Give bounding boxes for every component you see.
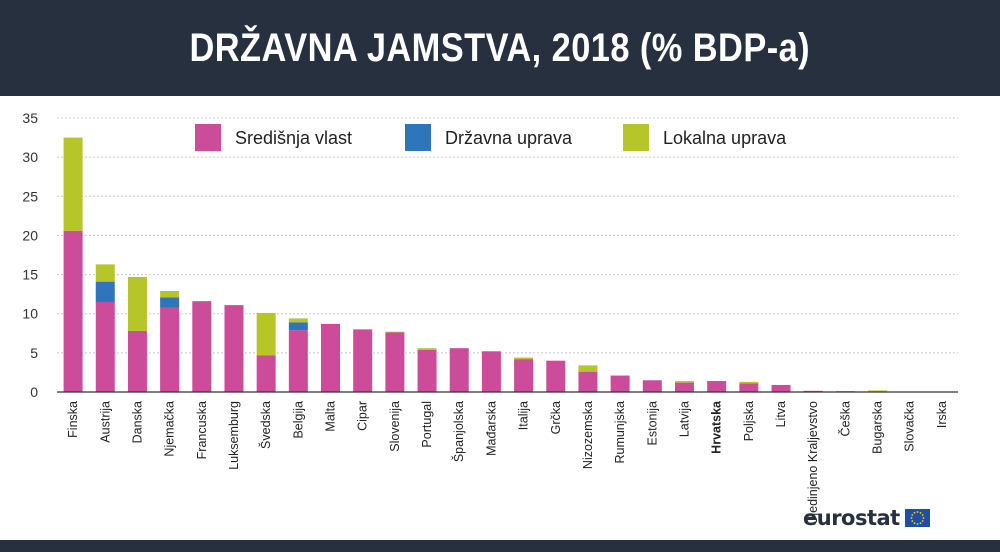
bar-segment [514,359,534,392]
bar-segment [417,348,437,350]
x-tick-label: Nizozemska [581,401,595,469]
x-tick-label: Španjolska [451,401,466,462]
eurostat-logo: eurostat [803,506,930,530]
x-tick-label: Poljska [742,401,756,441]
y-tick-label: 5 [30,345,38,361]
bar-segment [868,390,888,392]
footer-bar [0,540,1000,552]
bar-segment [127,276,147,331]
bar-segment [256,355,276,392]
x-tick-label: Estonija [645,401,659,446]
bar-segment [353,329,373,392]
logo-text: eurostat [803,506,900,530]
x-tick-label: Švedska [258,401,273,449]
bar-segment [160,307,180,392]
bar-segment [514,357,534,360]
bar-segment [578,371,598,392]
bar-segment [739,381,759,384]
bar-segment [674,381,694,383]
legend-swatch [623,124,649,151]
x-tick-label: Mađarska [484,401,498,456]
eu-flag-icon [904,509,930,527]
bar-segment [95,301,115,392]
legend-swatch [405,124,431,151]
bar-segment [127,330,147,392]
y-tick-label: 0 [30,384,38,400]
y-tick-label: 30 [22,149,38,165]
bar-segment [288,330,308,392]
bar-segment [288,322,308,331]
bar-segment [771,384,791,392]
x-tick-label: Francuska [195,401,209,459]
title-bar: DRŽAVNA JAMSTVA, 2018 (% BDP-a) [0,0,1000,96]
chart-title: DRŽAVNA JAMSTVA, 2018 (% BDP-a) [189,25,811,70]
bar-segment [385,331,405,333]
x-tick-label: Austrija [98,401,112,443]
bar-segment [192,301,212,392]
y-tick-label: 15 [22,267,38,283]
bar-segment [417,349,437,392]
bar-segment [321,323,341,392]
bar-segment [739,383,759,392]
x-tick-label: Grčka [549,401,563,434]
bar-segment [160,297,180,308]
x-tick-label: Belgija [291,401,305,439]
x-tick-label: Slovenija [388,401,402,452]
bar-segment [95,264,115,282]
x-tick-label: Irska [935,401,949,428]
x-tick-label: Češka [837,401,852,436]
x-tick-label: Portugal [420,401,434,448]
bar-segment [256,312,276,356]
x-tick-label: Malta [324,401,338,432]
bar-segment [546,360,566,392]
bar-segment [674,382,694,392]
x-tick-label: Latvija [677,401,691,437]
bar-segment [481,351,501,392]
bar-segment [95,281,115,302]
x-tick-label: Njemačka [163,401,177,457]
x-tick-label: Bugarska [871,401,885,454]
x-tick-label: Rumunjska [613,401,627,464]
stacked-bar-chart: 0 5 10 15 20 25 30 35 Finska Austrija Danska Njemač… [22,110,958,525]
bar-segment [449,348,469,392]
bar-segment [224,305,244,392]
legend-label: Središnja vlast [235,128,352,148]
bar-segment [160,291,180,298]
x-tick-label: Cipar [356,401,370,431]
y-tick-label: 35 [22,110,38,126]
bar-segment [578,365,598,372]
bar-segment [288,318,308,323]
bar-segment [63,230,83,392]
legend-label: Državna uprava [445,128,573,148]
x-tick-label: Danska [130,401,144,443]
bar-segment [707,381,727,392]
bar-segment [610,375,630,392]
x-tick-label: Finska [66,401,80,438]
x-tick-label: Luksemburg [227,401,241,470]
bar-segment [63,137,83,231]
x-tick-label: Ujedinjeno Kraljevstvo [806,401,820,525]
bar-segment [385,332,405,392]
legend-label: Lokalna uprava [663,128,787,148]
x-tick-label: Italija [517,401,531,430]
y-tick-label: 10 [22,306,38,322]
legend-swatch [195,124,221,151]
x-tick-label: Slovačka [903,401,917,452]
x-tick-label: Hrvatska [710,400,724,454]
y-tick-label: 20 [22,227,38,243]
bar-segment [642,380,662,392]
y-tick-label: 25 [22,188,38,204]
x-tick-label: Litva [774,401,788,427]
